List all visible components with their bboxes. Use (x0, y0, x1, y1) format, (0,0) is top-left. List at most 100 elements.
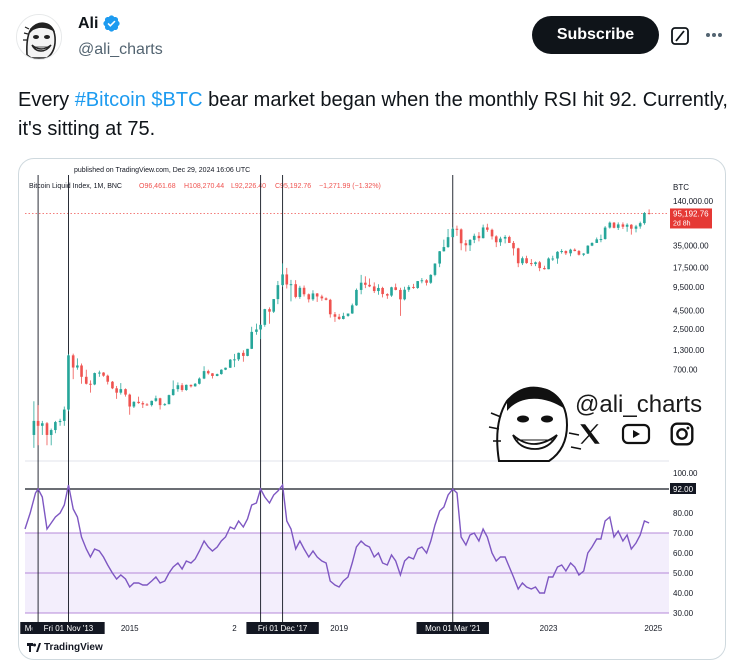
candle-body (285, 274, 289, 285)
candle-body (167, 395, 171, 405)
candle-body (158, 398, 162, 406)
candle-body (36, 420, 40, 426)
subscribe-button[interactable]: Subscribe (532, 16, 659, 54)
x-axis-label: Fri 01 Nov '13 (44, 624, 94, 633)
youtube-icon (621, 423, 651, 445)
candle-body (263, 309, 267, 325)
candle-body (420, 280, 424, 282)
candle-body (58, 420, 62, 423)
candle-body (433, 263, 437, 275)
candle-body (403, 289, 406, 300)
candle-body (189, 384, 193, 387)
tweet-text-after: bear market began when the monthly RSI h… (18, 89, 728, 140)
cashtag-link[interactable]: $BTC (151, 89, 203, 111)
candle-body (455, 228, 459, 230)
candle-body (525, 258, 528, 264)
candle-body (472, 235, 476, 240)
x-axis-label: 2023 (540, 624, 558, 633)
candle-body (638, 223, 642, 227)
chart-published: published on TradingView.com, Dec 29, 20… (74, 167, 250, 174)
candle-body (294, 284, 297, 297)
more-icon[interactable] (703, 24, 725, 46)
candle-body (377, 287, 380, 292)
candle-body (193, 383, 197, 387)
candle-body (84, 376, 88, 384)
last-price-label: 95,192.76 (673, 209, 709, 218)
avatar[interactable] (16, 14, 62, 60)
candle-body (215, 374, 219, 376)
candle-body (629, 224, 633, 229)
candle-body (346, 313, 350, 316)
candle-body (538, 262, 541, 269)
candle-body (438, 251, 441, 264)
candle-body (394, 287, 398, 290)
hashtag-link[interactable]: #Bitcoin (74, 89, 146, 111)
tradingview-logo-text: TradingView (44, 642, 103, 653)
candle-body (171, 389, 175, 396)
candle-body (281, 274, 284, 286)
x-axis-label: Fri 01 Dec '17 (258, 624, 308, 633)
candle-body (54, 422, 57, 431)
verified-badge-icon (103, 15, 121, 32)
candle-body (643, 213, 646, 224)
candle-body (355, 289, 358, 306)
candle-body (359, 282, 363, 290)
candle-body (573, 249, 577, 252)
rsi-tick-label: 100.00 (673, 469, 698, 478)
candle-body (272, 299, 276, 312)
candle-body (111, 381, 114, 389)
candle-body (521, 258, 524, 264)
candle-body (233, 359, 236, 361)
price-tick-label: 140,000.00 (673, 197, 714, 206)
candle-body (302, 287, 306, 295)
candle-body (202, 371, 206, 379)
candle-body (32, 420, 36, 435)
price-tick-label: 35,000.00 (673, 241, 709, 250)
avatar-face-icon (17, 15, 61, 59)
candle-body (276, 285, 280, 300)
candle-body (76, 365, 79, 368)
candle-body (62, 409, 66, 421)
candle-body (647, 213, 651, 215)
rsi-tick-label: 92.00 (673, 485, 694, 494)
candle-body (503, 236, 507, 239)
candle-body (586, 245, 590, 254)
candle-body (616, 224, 620, 228)
tradingview-logo: TradingView (27, 642, 103, 653)
candle-body (412, 286, 415, 288)
candle-body (399, 289, 402, 300)
candle-body (486, 227, 489, 230)
candle-body (237, 352, 240, 360)
candle-body (184, 384, 188, 390)
candle-body (220, 369, 223, 375)
grok-icon[interactable] (670, 26, 690, 46)
candle-body (612, 222, 616, 228)
candle-body (342, 315, 345, 319)
candle-body (386, 294, 389, 296)
tweet-text-before: Every (18, 89, 75, 111)
candle-body (119, 389, 123, 393)
candle-body (477, 235, 481, 239)
candle-body (93, 373, 96, 385)
candle-body (468, 239, 472, 246)
handle[interactable]: @ali_charts (78, 41, 163, 58)
x-axis-label: Mon 01 Mar '21 (425, 624, 481, 633)
candle-body (634, 226, 638, 229)
candle-body (425, 280, 428, 283)
candle-body (242, 352, 245, 356)
instagram-icon (670, 422, 694, 446)
watermark-handle: @ali_charts (575, 391, 703, 418)
candle-body (481, 227, 485, 239)
candle-body (115, 388, 118, 393)
chart-change: −1,271.99 (−1.32%) (319, 183, 381, 190)
candle-body (337, 316, 341, 319)
display-name[interactable]: Ali (78, 14, 99, 32)
rsi-tick-label: 80.00 (673, 509, 694, 518)
candle-body (132, 401, 136, 407)
candle-body (180, 385, 184, 390)
candle-body (80, 365, 83, 377)
tweet-media[interactable]: published on TradingView.com, Dec 29, 20… (18, 158, 726, 660)
candle-body (163, 404, 167, 406)
x-label-badge (246, 622, 319, 634)
candle-body (381, 287, 384, 295)
